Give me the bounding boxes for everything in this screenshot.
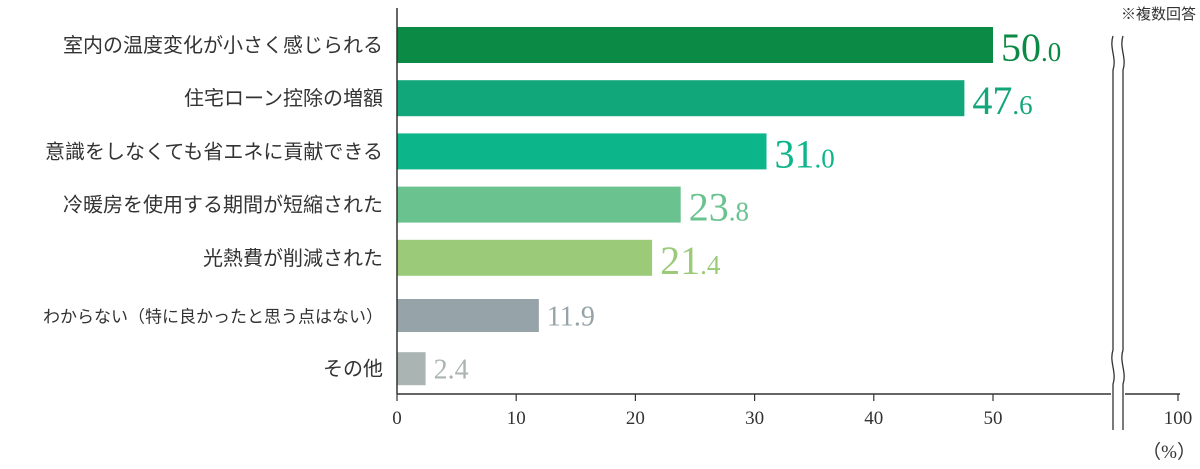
x-tick-label-50: 50 — [984, 408, 1003, 429]
axis-break-line-left — [1111, 35, 1115, 430]
value-label-7: 2.4 — [434, 355, 469, 386]
bar-5 — [397, 239, 653, 276]
value-label-6: 11.9 — [547, 302, 595, 333]
bar-7 — [397, 352, 426, 386]
category-label-1: 室内の温度変化が小さく感じられる — [63, 33, 383, 57]
x-tick-label-10: 10 — [507, 408, 526, 429]
note-multiple-answers: ※複数回答 — [1121, 5, 1196, 23]
value-label-2: 47.6 — [972, 78, 1032, 123]
value-label-3: 31.0 — [775, 131, 835, 176]
bar-3 — [397, 133, 767, 170]
x-tick-label-30: 30 — [745, 408, 764, 429]
value-label-4: 23.8 — [689, 185, 749, 230]
bar-4 — [397, 186, 681, 223]
x-axis-unit: （%） — [1142, 441, 1196, 463]
x-tick-label-40: 40 — [864, 408, 883, 429]
axis-break-line-right — [1121, 35, 1125, 430]
x-tick-label-100: 100 — [1164, 408, 1193, 429]
bars-layer — [397, 27, 993, 386]
bar-6 — [397, 299, 539, 332]
category-label-3: 意識をしなくても省エネに貢献できる — [45, 139, 383, 163]
category-labels: 室内の温度変化が小さく感じられる住宅ローン控除の増額意識をしなくても省エネに貢献… — [43, 33, 383, 381]
x-axis: 0 10 20 30 40 50 100 — [392, 8, 1192, 430]
category-label-7: その他 — [323, 357, 383, 381]
bar-2 — [397, 80, 965, 117]
category-label-6: わからない（特に良かったと思う点はない） — [43, 308, 383, 328]
category-label-2: 住宅ローン控除の増額 — [184, 86, 383, 110]
value-label-5: 21.4 — [660, 238, 721, 283]
value-labels: 50.0 47.6 31.0 23.8 21.4 11.9 2.4 — [434, 25, 1062, 386]
value-label-1: 50.0 — [1001, 25, 1061, 70]
x-tick-label-20: 20 — [626, 408, 645, 429]
category-label-5: 光熱費が削減された — [203, 246, 383, 270]
category-label-4: 冷暖房を使用する期間が短縮された — [63, 193, 383, 217]
bar-1 — [397, 27, 993, 63]
x-tick-label-0: 0 — [392, 408, 402, 429]
